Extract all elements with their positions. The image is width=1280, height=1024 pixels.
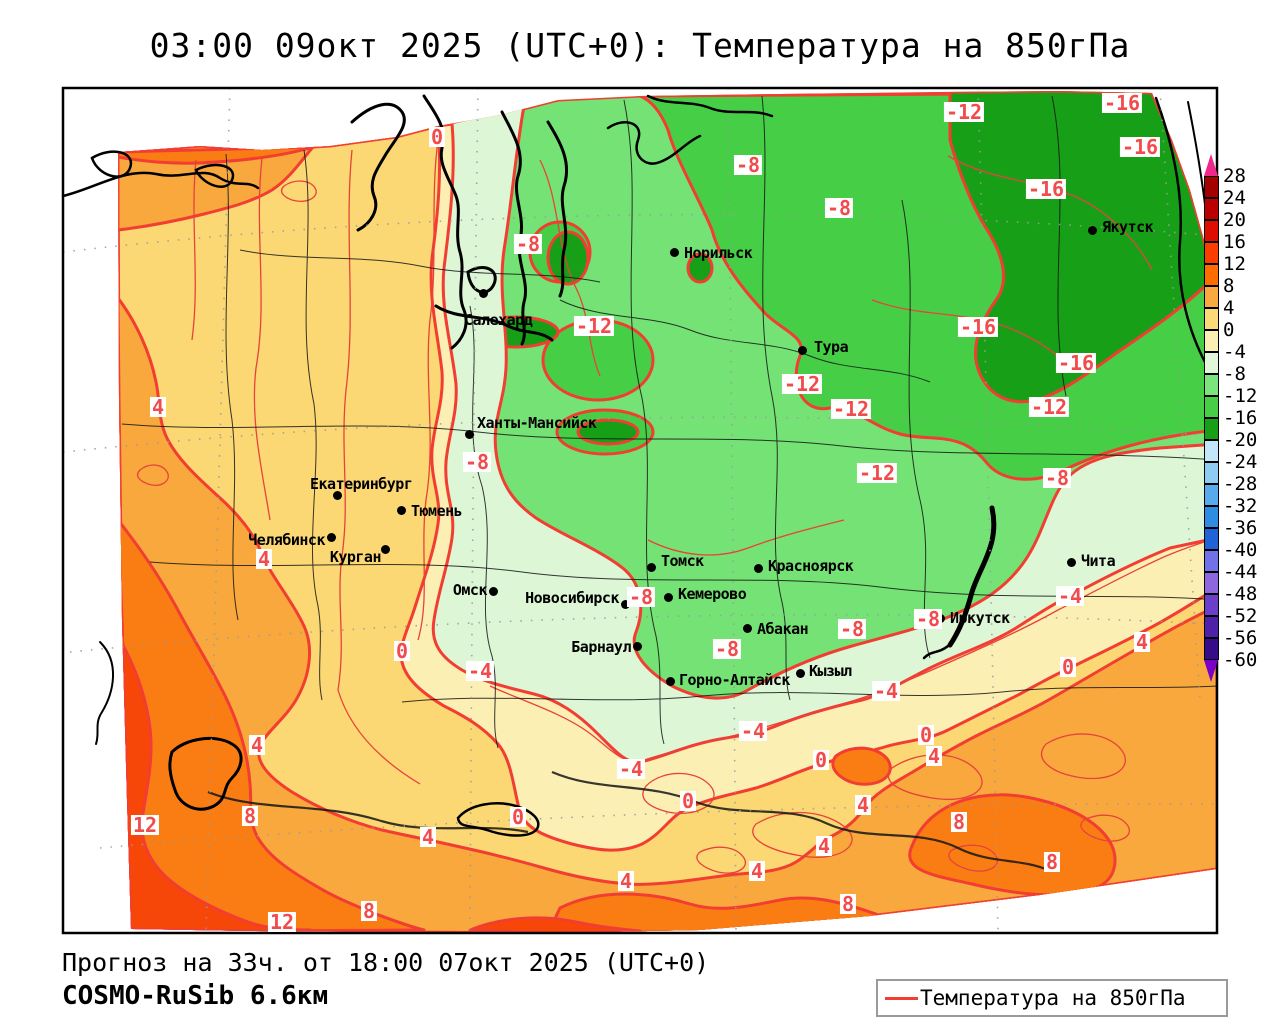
band-minus16-pocket <box>576 418 640 446</box>
map-title: 03:00 09окт 2025 (UTC+0): Температура на… <box>149 26 1131 65</box>
lake-southwest <box>168 737 243 811</box>
coast <box>646 94 774 118</box>
colorbar-tick-label: -48 <box>1223 583 1258 605</box>
colorbar-segment <box>1204 198 1219 220</box>
lake-baikal-tip <box>922 644 950 660</box>
ob-delta <box>466 266 497 294</box>
colorbar-tick-label: 24 <box>1223 187 1246 209</box>
colorbar-segment <box>1204 440 1219 462</box>
colorbar-tick-label: -12 <box>1223 385 1258 407</box>
legend-label: Температура на 850гПа <box>920 986 1186 1010</box>
band-8-12-south <box>831 746 892 786</box>
colorbar-tick-label: 20 <box>1223 209 1246 231</box>
colorbar-segment <box>1204 484 1219 506</box>
arctic-coast <box>61 171 260 198</box>
colorbar-tick-label: 12 <box>1223 253 1246 275</box>
colorbar-tick-label: -28 <box>1223 473 1258 495</box>
colorbar-segment <box>1204 242 1219 264</box>
lena-river <box>1154 96 1208 366</box>
colorbar-segment <box>1204 528 1219 550</box>
band-4-8-top <box>118 144 315 232</box>
river <box>434 304 554 342</box>
colorbar-tick-label: 28 <box>1223 165 1246 187</box>
colorbar-segment <box>1204 616 1219 638</box>
colorbar-tick-label: -60 <box>1223 649 1258 671</box>
colorbar-segment <box>1204 176 1219 198</box>
band-8-12-top <box>118 145 315 165</box>
colorbar-tick-label: -36 <box>1223 517 1258 539</box>
colorbar-tick-label: -32 <box>1223 495 1258 517</box>
colorbar-tick-label: -16 <box>1223 407 1258 429</box>
colorbar-segment <box>1204 506 1219 528</box>
yamal-coast <box>350 102 406 232</box>
colorbar-tick-label: -44 <box>1223 561 1258 583</box>
island <box>194 163 235 188</box>
band-minus16-minus20 <box>948 91 1214 404</box>
colorbar-arrow-down <box>1204 660 1218 682</box>
legend-box: Температура на 850гПа <box>876 979 1228 1017</box>
legend-line-sample <box>885 996 918 1000</box>
temperature-field <box>118 91 1217 933</box>
graticule <box>62 87 1218 934</box>
colorbar-tick-label: 16 <box>1223 231 1246 253</box>
colorbar-segment <box>1204 462 1219 484</box>
colorbar-tick-label: -8 <box>1223 363 1246 385</box>
colorbar-tick-label: 4 <box>1223 297 1235 319</box>
colorbar-segment <box>1204 220 1219 242</box>
colorbar-segment <box>1204 286 1219 308</box>
colorbar-tick-label: -24 <box>1223 451 1258 473</box>
lake-baikal <box>947 505 997 648</box>
colorbar-tick-label: 8 <box>1223 275 1235 297</box>
colorbar-segment <box>1204 550 1219 572</box>
colorbar-tick-label: -40 <box>1223 539 1258 561</box>
colorbar-segment <box>1204 330 1219 352</box>
colorbar-segment <box>1204 352 1219 374</box>
colorbar-segment <box>1204 264 1219 286</box>
colorbar-segment <box>1204 572 1219 594</box>
coast <box>95 641 114 745</box>
colorbar-segment <box>1204 418 1219 440</box>
coast <box>606 121 702 165</box>
gulf <box>546 120 569 298</box>
colorbar-segment <box>1204 396 1219 418</box>
thin-contours <box>136 139 1217 874</box>
colorbar-segment <box>1204 374 1219 396</box>
colorbar-tick-label: -56 <box>1223 627 1258 649</box>
forecast-info: Прогноз на 33ч. от 18:00 07окт 2025 (UTC… <box>62 948 710 977</box>
colorbar-tick-label: 0 <box>1223 319 1235 341</box>
colorbar-tick-label: -4 <box>1223 341 1246 363</box>
colorbar-tick-label: -20 <box>1223 429 1258 451</box>
admin-borders <box>121 95 1217 872</box>
island <box>90 150 133 178</box>
colorbar-segment <box>1204 638 1219 660</box>
colorbar-segment <box>1204 308 1219 330</box>
band-minus16-pocket <box>686 252 714 284</box>
band-4-8-southwest <box>118 296 1217 933</box>
colorbar-segment <box>1204 594 1219 616</box>
lake-south <box>456 802 540 837</box>
band-minus16-pocket <box>546 230 590 286</box>
band-12-16-south <box>468 916 642 933</box>
colorbar-arrow-up <box>1204 154 1218 176</box>
model-info: COSMO-RuSib 6.6км <box>62 981 329 1011</box>
colorbar-tick-label: -52 <box>1223 605 1258 627</box>
